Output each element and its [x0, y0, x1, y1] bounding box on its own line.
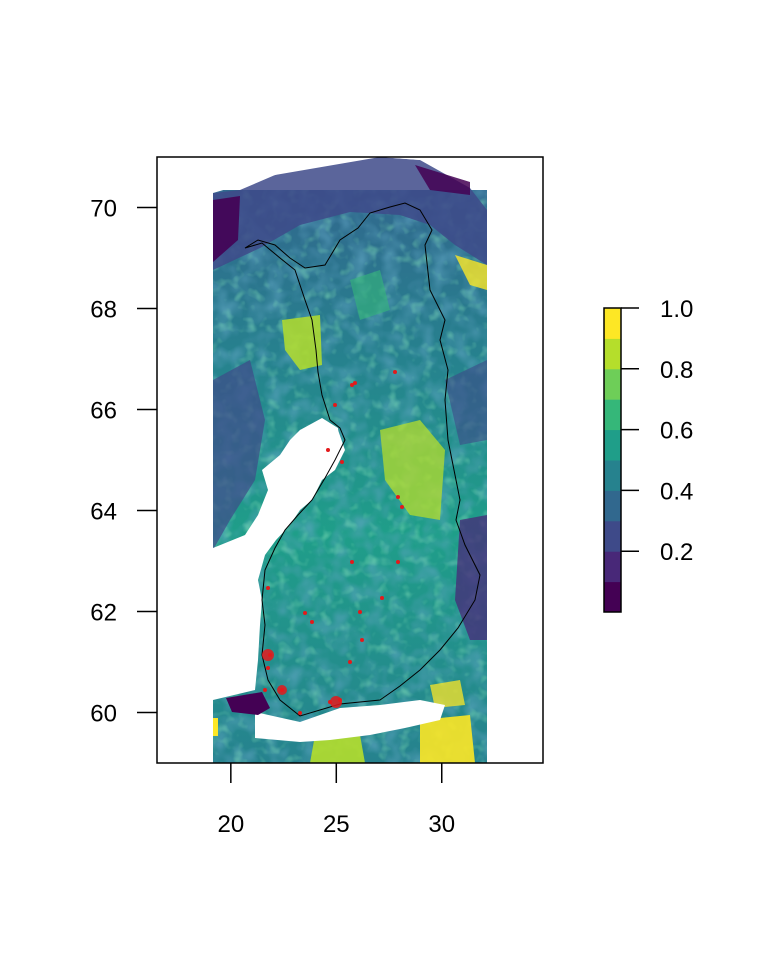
x-tick-label: 20	[217, 811, 244, 838]
red-point	[298, 711, 302, 715]
raster-estonia-bright	[420, 715, 475, 763]
red-point-cluster	[277, 685, 287, 695]
raster-bright-belt	[380, 420, 445, 520]
colorbar-tick-label: 0.8	[660, 357, 693, 384]
colorbar: 0.2 0.4 0.6 0.8 1.0	[603, 296, 693, 613]
red-point	[350, 383, 354, 387]
raster-layer	[157, 157, 543, 763]
red-point	[393, 370, 397, 374]
raster-dark-patch	[415, 165, 470, 195]
red-point	[396, 560, 400, 564]
colorbar-bin	[604, 520, 621, 552]
red-point-cluster	[262, 649, 274, 661]
colorbar-tick-label: 0.2	[660, 539, 693, 566]
red-point	[266, 666, 270, 670]
raster-east-mid	[445, 360, 487, 445]
y-tick-label: 64	[90, 499, 117, 526]
raster-norway-dark	[213, 196, 240, 262]
red-point	[400, 505, 404, 509]
red-point	[353, 381, 357, 385]
colorbar-bin	[604, 460, 621, 491]
red-point	[263, 688, 267, 692]
red-point	[358, 610, 362, 614]
x-tick-label: 25	[323, 811, 350, 838]
y-tick-label: 62	[90, 600, 117, 627]
raster-bright-west	[282, 315, 322, 370]
gulf-of-bothnia	[213, 425, 345, 700]
colorbar-bin	[604, 551, 621, 583]
red-point	[340, 460, 344, 464]
red-point	[360, 638, 364, 642]
colorbar-bin	[604, 368, 621, 400]
plot-frame	[156, 156, 544, 764]
bothnian-bay	[285, 418, 340, 478]
colorbar-frame	[603, 307, 622, 613]
red-point	[350, 560, 354, 564]
gulf-of-finland	[255, 700, 445, 742]
y-tick-label: 60	[90, 701, 117, 728]
raster-bright-patch-ne	[455, 255, 487, 290]
red-point	[333, 403, 337, 407]
raster-south-bright-2	[430, 680, 465, 708]
red-point	[266, 586, 270, 590]
raster-south-bright	[310, 735, 365, 763]
red-point	[348, 660, 352, 664]
raster-east-dark	[455, 515, 487, 640]
red-points	[262, 370, 404, 715]
red-point	[396, 495, 400, 499]
no-data-east	[487, 157, 543, 763]
colorbar-bin	[604, 581, 621, 613]
colorbar-bin	[604, 399, 621, 431]
x-tick-label: 30	[428, 811, 455, 838]
red-point	[310, 620, 314, 624]
raster-west-dark	[213, 360, 265, 550]
colorbar-bin	[604, 308, 621, 339]
colorbar-bin	[604, 338, 621, 370]
red-point	[303, 611, 307, 615]
raster-north-dark	[213, 157, 487, 270]
colorbar-bin	[604, 429, 621, 461]
raster-green-patch	[350, 270, 390, 320]
colorbar-tick-label: 0.6	[660, 418, 693, 445]
red-point	[380, 596, 384, 600]
y-tick-label: 70	[90, 196, 117, 223]
red-point	[326, 448, 330, 452]
colorbar-tick-label: 1.0	[660, 296, 693, 323]
island-bright	[213, 718, 218, 736]
x-axis: 20 25 30	[217, 763, 455, 838]
y-tick-label: 68	[90, 297, 117, 324]
red-point-cluster	[330, 696, 342, 708]
y-tick-label: 66	[90, 398, 117, 425]
colorbar-bin	[604, 490, 621, 522]
aland-islands	[226, 692, 270, 715]
y-axis: 60 62 64 66 68 70	[90, 196, 157, 728]
no-data-north	[157, 157, 543, 193]
no-data-west	[157, 157, 213, 763]
finland-border	[244, 202, 481, 717]
colorbar-tick-label: 0.4	[660, 478, 693, 505]
